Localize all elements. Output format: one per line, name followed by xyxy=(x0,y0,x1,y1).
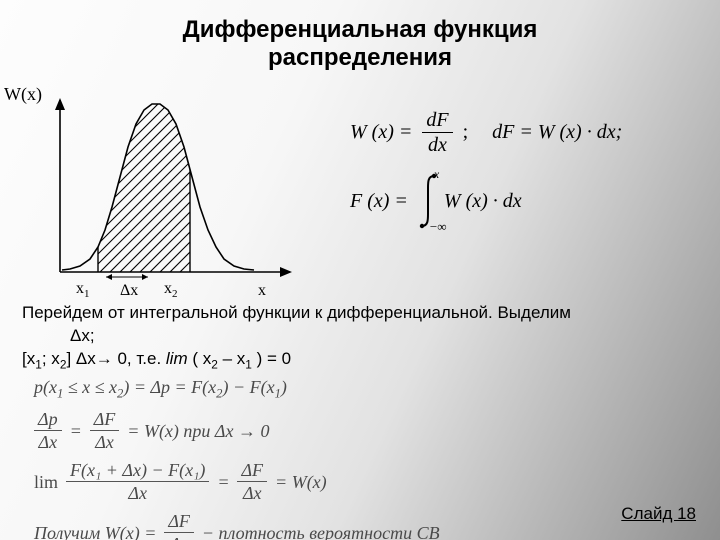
frac-df-dx-4: ΔFΔx xyxy=(164,512,194,540)
title-line-2: распределения xyxy=(0,44,720,72)
label-dx: Δx xyxy=(120,282,138,300)
frac-df-dx-3: ΔFΔx xyxy=(237,461,267,502)
paragraph-1b: Δx; xyxy=(22,325,698,348)
distribution-graph xyxy=(40,92,300,282)
slide-title: Дифференциальная функция распределения xyxy=(0,16,720,72)
formula-w-eq-df-dx: W (x) = dF dx ; dF = W (x) · dx; xyxy=(350,110,690,155)
bottom-line-2: ΔpΔx = ΔFΔx = W(x) при Δx → 0 xyxy=(34,410,440,451)
formulas-right: W (x) = dF dx ; dF = W (x) · dx; F (x) =… xyxy=(350,110,690,247)
label-x2: x2 xyxy=(164,280,178,300)
bottom-line-4: Получим W(x) = ΔFΔx − плотность вероятно… xyxy=(34,512,440,540)
paragraph-1: Перейдем от интегральной функции к диффе… xyxy=(22,302,698,325)
frac-df-dx-2: ΔFΔx xyxy=(90,410,120,451)
semicolon: ; xyxy=(463,121,469,144)
formula-f-eq-integral: F (x) = x −∞ W (x) · dx xyxy=(350,173,690,229)
label-x1: x1 xyxy=(76,280,90,300)
formulas-bottom: p(x1 ≤ x ≤ x2) = Δp = F(x2) − F(x1) ΔpΔx… xyxy=(34,378,440,540)
label-x: x xyxy=(258,282,266,300)
frac-limit: F(x₁ + Δx) − F(x₁)Δx xyxy=(66,461,209,502)
integrand: W (x) · dx xyxy=(444,190,522,213)
paragraph-2: [x1; x2] Δx→ 0, т.е. lim ( x2 – x1 ) = 0 xyxy=(22,348,698,372)
lhs-fx: F (x) = xyxy=(350,190,408,213)
integral-sign-icon: x −∞ xyxy=(418,173,440,229)
fraction-df-dx: dF dx xyxy=(422,110,452,155)
body-text: Перейдем от интегральной функции к диффе… xyxy=(22,302,698,372)
integral: x −∞ W (x) · dx xyxy=(418,173,522,229)
title-line-1: Дифференциальная функция xyxy=(0,16,720,44)
bottom-line-3: lim F(x₁ + Δx) − F(x₁)Δx = ΔFΔx = W(x) xyxy=(34,461,440,502)
lhs: W (x) = xyxy=(350,121,412,144)
df-eq-wx-dx: dF = W (x) · dx; xyxy=(492,121,622,144)
y-axis-label: W(x) xyxy=(4,84,42,105)
slide-number: Слайд 18 xyxy=(621,504,696,524)
frac-dp-dx: ΔpΔx xyxy=(34,410,62,451)
bottom-line-1: p(x1 ≤ x ≤ x2) = Δp = F(x2) − F(x1) xyxy=(34,378,440,400)
slide: Дифференциальная функция распределения W… xyxy=(0,0,720,540)
